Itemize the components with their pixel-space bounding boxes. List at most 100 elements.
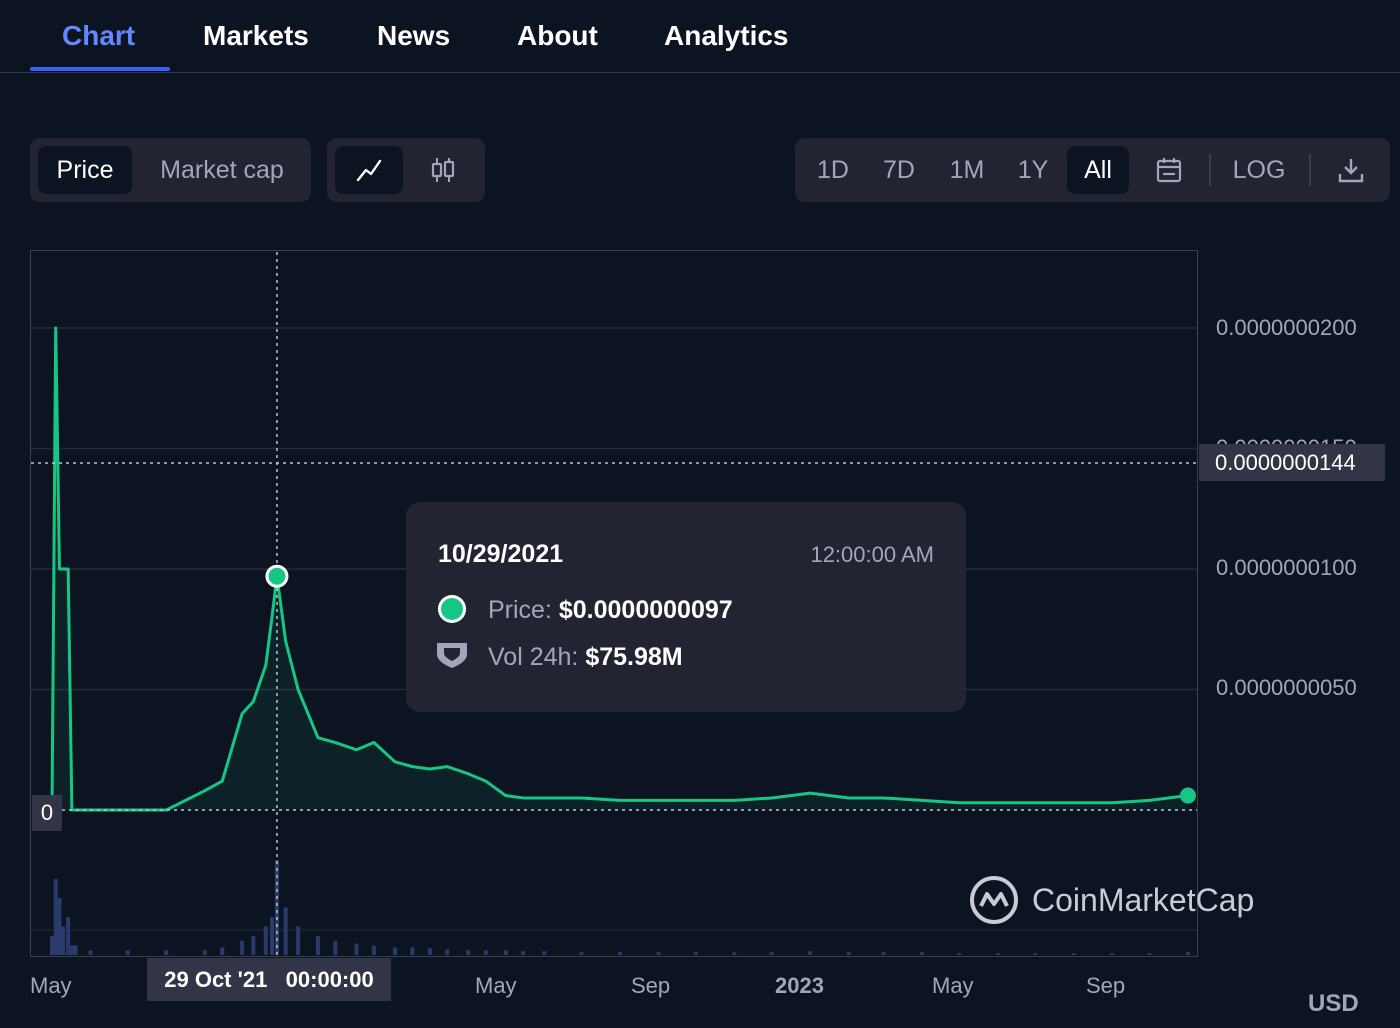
hover-point <box>265 564 289 588</box>
volume-bar <box>251 936 256 955</box>
volume-bar <box>427 948 432 955</box>
y-tick-label: 0.0000000100 <box>1216 555 1357 580</box>
volume-bar <box>125 950 130 955</box>
tooltip-time: 12:00:00 AM <box>810 542 934 567</box>
volume-bar <box>1033 953 1038 955</box>
volume-bar <box>354 943 359 955</box>
tooltip-volume-value: $75.98M <box>585 643 683 671</box>
x-tick-label: May <box>30 973 72 998</box>
line-chart-button[interactable] <box>335 146 403 194</box>
tab-markets[interactable]: Markets <box>203 20 309 51</box>
download-button[interactable] <box>1322 146 1380 194</box>
volume-bar <box>579 952 584 955</box>
volume-bar <box>542 951 547 955</box>
current-price-label: 0.0000000144 <box>1199 444 1385 481</box>
tooltip-volume-label: Vol 24h: <box>488 643 579 671</box>
chart-tooltip: 10/29/2021 12:00:00 AM Price: $0.0000000… <box>406 502 966 712</box>
volume-bar <box>995 953 1000 955</box>
volume-bar <box>393 947 398 955</box>
chart-plot-area[interactable] <box>30 250 1198 957</box>
volume-bar <box>1147 953 1152 955</box>
tooltip-price-value: $0.0000000097 <box>558 596 733 624</box>
tab-chart[interactable]: Chart <box>62 20 136 51</box>
coinmarketcap-logo-icon <box>970 876 1018 924</box>
calendar-icon <box>1156 158 1182 183</box>
volume-bar <box>269 917 274 955</box>
separator <box>1209 154 1211 186</box>
y-tick-label: 0.0000000050 <box>1216 675 1357 700</box>
volume-bar <box>1071 953 1076 955</box>
chart-style-toggle <box>327 138 485 202</box>
separator <box>1309 154 1311 186</box>
currency-label: USD <box>1308 990 1359 1017</box>
volume-bar <box>296 926 301 955</box>
volume-bars <box>50 860 1190 955</box>
crosshair-x-label: 29 Oct '21 00:00:00 <box>147 958 391 1001</box>
y-tick-label: 0.0000000200 <box>1216 315 1357 340</box>
log-scale-button[interactable]: LOG <box>1232 156 1286 184</box>
x-tick-label: May <box>475 973 517 998</box>
tab-analytics[interactable]: Analytics <box>664 20 789 51</box>
tab-bar: Chart Markets News About Analytics <box>0 0 1400 73</box>
range-all[interactable]: All <box>1067 146 1129 194</box>
volume-bar <box>371 945 376 955</box>
volume-bar <box>483 950 488 955</box>
volume-bar <box>66 917 71 955</box>
tab-about[interactable]: About <box>517 20 598 51</box>
volume-bar <box>920 952 925 955</box>
market-cap-button[interactable]: Market cap <box>160 156 284 184</box>
volume-bar <box>61 926 66 955</box>
volume-bar <box>263 926 268 955</box>
volume-bar <box>220 947 225 955</box>
metric-toggle: Price Market cap <box>30 138 311 202</box>
tooltip-price-label: Price: <box>488 596 552 624</box>
active-tab-indicator <box>30 67 170 71</box>
tooltip-date: 10/29/2021 <box>438 540 564 568</box>
volume-bar <box>88 950 93 955</box>
volume-bar <box>521 951 526 955</box>
volume-bar <box>283 907 288 955</box>
volume-bar <box>315 936 320 955</box>
volume-bar <box>618 952 622 955</box>
tooltip-volume-row: Vol 24h: $75.98M <box>488 643 683 672</box>
range-1y[interactable]: 1Y <box>1017 156 1049 184</box>
download-icon <box>1338 159 1364 183</box>
candlestick-icon <box>431 158 455 182</box>
price-dot-icon <box>438 595 466 623</box>
volume-bar <box>410 947 415 955</box>
volume-bar <box>53 879 58 955</box>
zero-label: 0 <box>32 795 62 831</box>
volume-bar <box>57 898 62 955</box>
tab-news[interactable]: News <box>377 20 451 51</box>
x-tick-label: Sep <box>1086 973 1126 998</box>
volume-bar <box>693 952 698 955</box>
volume-bar <box>50 936 54 955</box>
x-tick-label: 2023 <box>775 973 824 998</box>
line-chart-icon <box>356 159 382 182</box>
volume-bar <box>808 951 813 955</box>
volume-bar <box>274 860 279 955</box>
volume-bar <box>1110 953 1115 955</box>
calendar-button[interactable] <box>1140 146 1198 194</box>
last-point <box>1180 787 1196 804</box>
volume-bar <box>732 952 737 955</box>
candlestick-button[interactable] <box>409 146 477 194</box>
price-button[interactable]: Price <box>38 146 132 194</box>
range-toggle: 1D 7D 1M 1Y All LOG <box>795 138 1390 202</box>
range-1m[interactable]: 1M <box>949 156 985 184</box>
range-1d[interactable]: 1D <box>817 156 849 184</box>
volume-bar <box>656 952 661 955</box>
volume-bar <box>1186 952 1190 955</box>
volume-bar <box>846 952 851 955</box>
volume-bar <box>466 950 471 955</box>
watermark-text: CoinMarketCap <box>1032 882 1255 918</box>
range-7d[interactable]: 7D <box>883 156 915 184</box>
volume-bar <box>769 952 774 955</box>
volume-bar <box>164 950 169 955</box>
volume-bar <box>445 949 450 955</box>
volume-bar <box>240 940 245 955</box>
x-tick-label: May <box>932 973 974 998</box>
tooltip-price-row: Price: $0.0000000097 <box>488 596 733 625</box>
volume-bar <box>73 945 78 955</box>
